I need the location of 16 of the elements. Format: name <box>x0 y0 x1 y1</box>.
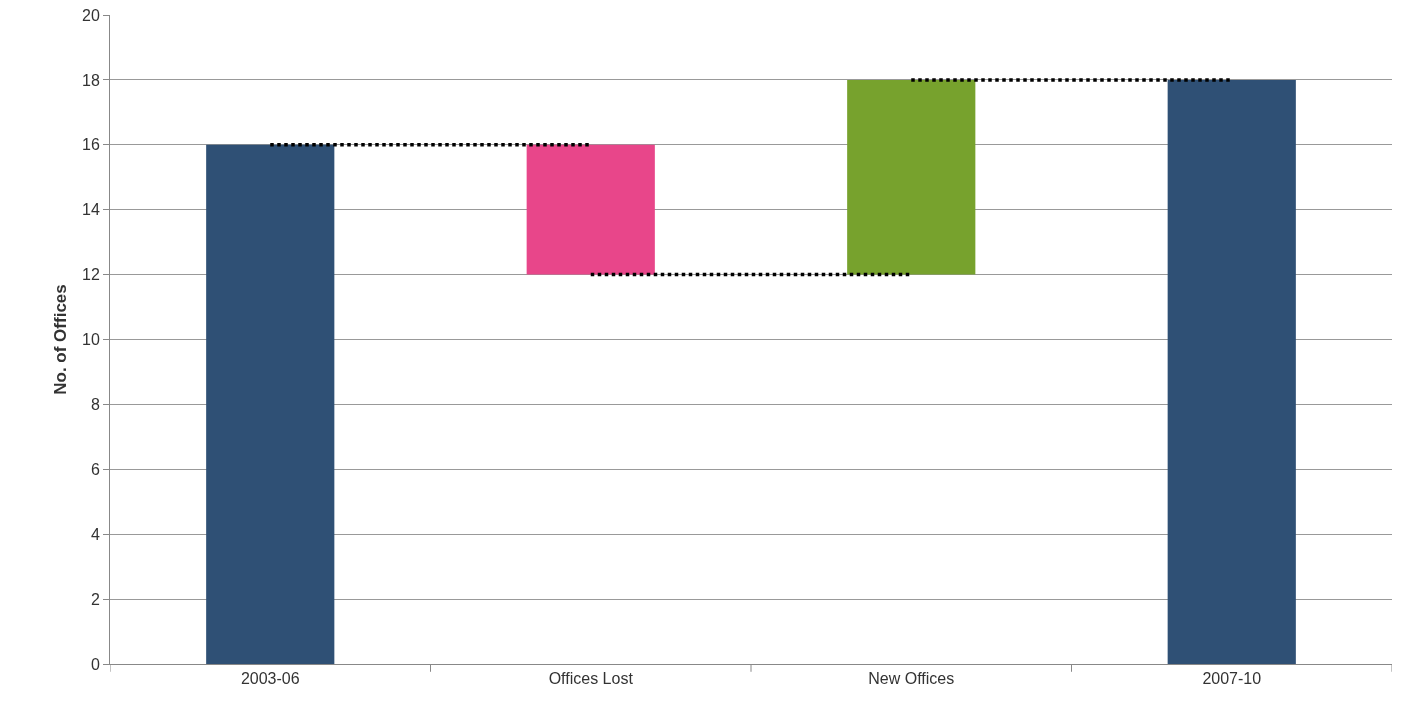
y-tick-label: 16 <box>82 136 100 154</box>
y-tick-label: 2 <box>90 590 100 608</box>
y-tick-label: 8 <box>90 396 100 413</box>
y-tick-label: 18 <box>82 71 100 89</box>
y-tick-label: 12 <box>82 266 100 284</box>
x-tick-label: New Offices <box>868 670 955 688</box>
x-tick-label: Offices Lost <box>548 670 634 688</box>
y-tick-label: 14 <box>82 201 100 219</box>
x-tick-label: 2003-06 <box>240 670 300 688</box>
y-tick-label: 0 <box>90 655 100 673</box>
y-axis-title: No. of Offices <box>51 284 70 395</box>
y-tick-label: 6 <box>90 460 100 478</box>
x-tick-label: 2007-10 <box>1202 670 1262 688</box>
y-tick-label: 10 <box>82 331 100 349</box>
y-tick-label: 20 <box>82 6 100 24</box>
y-tick-label: 4 <box>90 525 100 543</box>
